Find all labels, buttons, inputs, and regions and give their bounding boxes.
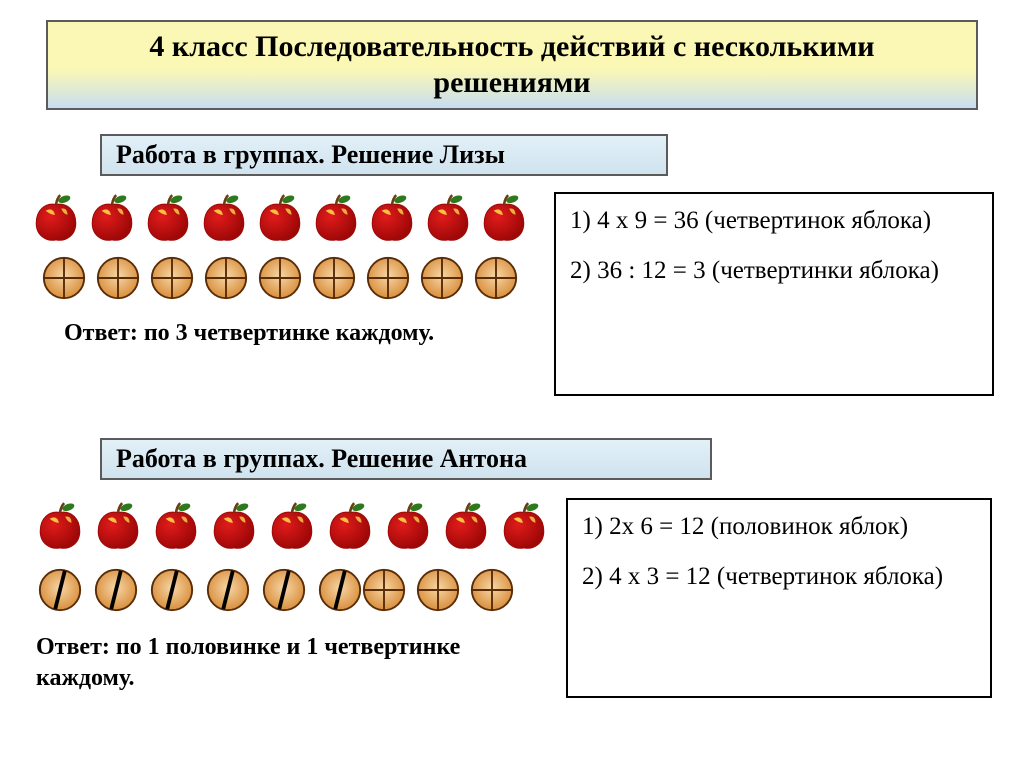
apple-icon xyxy=(422,192,474,244)
apple-icon xyxy=(86,192,138,244)
quarter-circle-icon xyxy=(468,566,516,614)
quarter-circle-icon xyxy=(202,254,250,302)
section1-heading: Работа в группах. Решение Лизы xyxy=(100,134,668,176)
quarter-circle-icon xyxy=(256,254,304,302)
apple-icon xyxy=(310,192,362,244)
half-circle-icon xyxy=(260,566,308,614)
apple-icon xyxy=(150,500,202,552)
quarter-circle-icon xyxy=(414,566,462,614)
half-circle-icon xyxy=(204,566,252,614)
section2-solution-box: 1) 2х 6 = 12 (половинок яблок) 2) 4 х 3 … xyxy=(566,498,992,698)
quarter-circle-icon xyxy=(94,254,142,302)
quarter-circle-icon xyxy=(364,254,412,302)
section2-heading: Работа в группах. Решение Антона xyxy=(100,438,712,480)
section2-apples xyxy=(34,500,532,552)
slide-title: 4 класс Последовательность действий с не… xyxy=(46,20,978,110)
apple-icon xyxy=(34,500,86,552)
apple-icon xyxy=(266,500,318,552)
section2-step-2: 2) 4 х 3 = 12 (четвертинок яблока) xyxy=(582,560,976,594)
half-circle-icon xyxy=(148,566,196,614)
apple-icon xyxy=(208,500,260,552)
apple-icon xyxy=(30,192,82,244)
apple-icon xyxy=(498,500,550,552)
section1-quarters xyxy=(40,254,528,302)
apple-icon xyxy=(478,192,530,244)
half-circle-icon xyxy=(316,566,364,614)
apple-icon xyxy=(324,500,376,552)
quarter-circle-icon xyxy=(472,254,520,302)
apple-icon xyxy=(440,500,492,552)
quarter-circle-icon xyxy=(310,254,358,302)
apple-icon xyxy=(366,192,418,244)
section1-step-1: 1) 4 х 9 = 36 (четвертинок яблока) xyxy=(570,204,978,238)
apple-icon xyxy=(92,500,144,552)
quarter-circle-icon xyxy=(40,254,88,302)
quarter-circle-icon xyxy=(148,254,196,302)
section2-quarters xyxy=(360,566,524,614)
section1-step-2: 2) 36 : 12 = 3 (четвертинки яблока) xyxy=(570,254,978,288)
section2-step-1: 1) 2х 6 = 12 (половинок яблок) xyxy=(582,510,976,544)
apple-icon xyxy=(382,500,434,552)
quarter-circle-icon xyxy=(418,254,466,302)
section2-answer: Ответ: по 1 половинке и 1 четвертинке ка… xyxy=(36,632,536,694)
section1-answer: Ответ: по 3 четвертинке каждому. xyxy=(64,318,534,349)
section1-solution-box: 1) 4 х 9 = 36 (четвертинок яблока) 2) 36… xyxy=(554,192,994,396)
apple-icon xyxy=(254,192,306,244)
section1-apples xyxy=(30,192,528,244)
half-circle-icon xyxy=(92,566,140,614)
section2-halves xyxy=(36,566,356,614)
apple-icon xyxy=(142,192,194,244)
half-circle-icon xyxy=(36,566,84,614)
quarter-circle-icon xyxy=(360,566,408,614)
apple-icon xyxy=(198,192,250,244)
